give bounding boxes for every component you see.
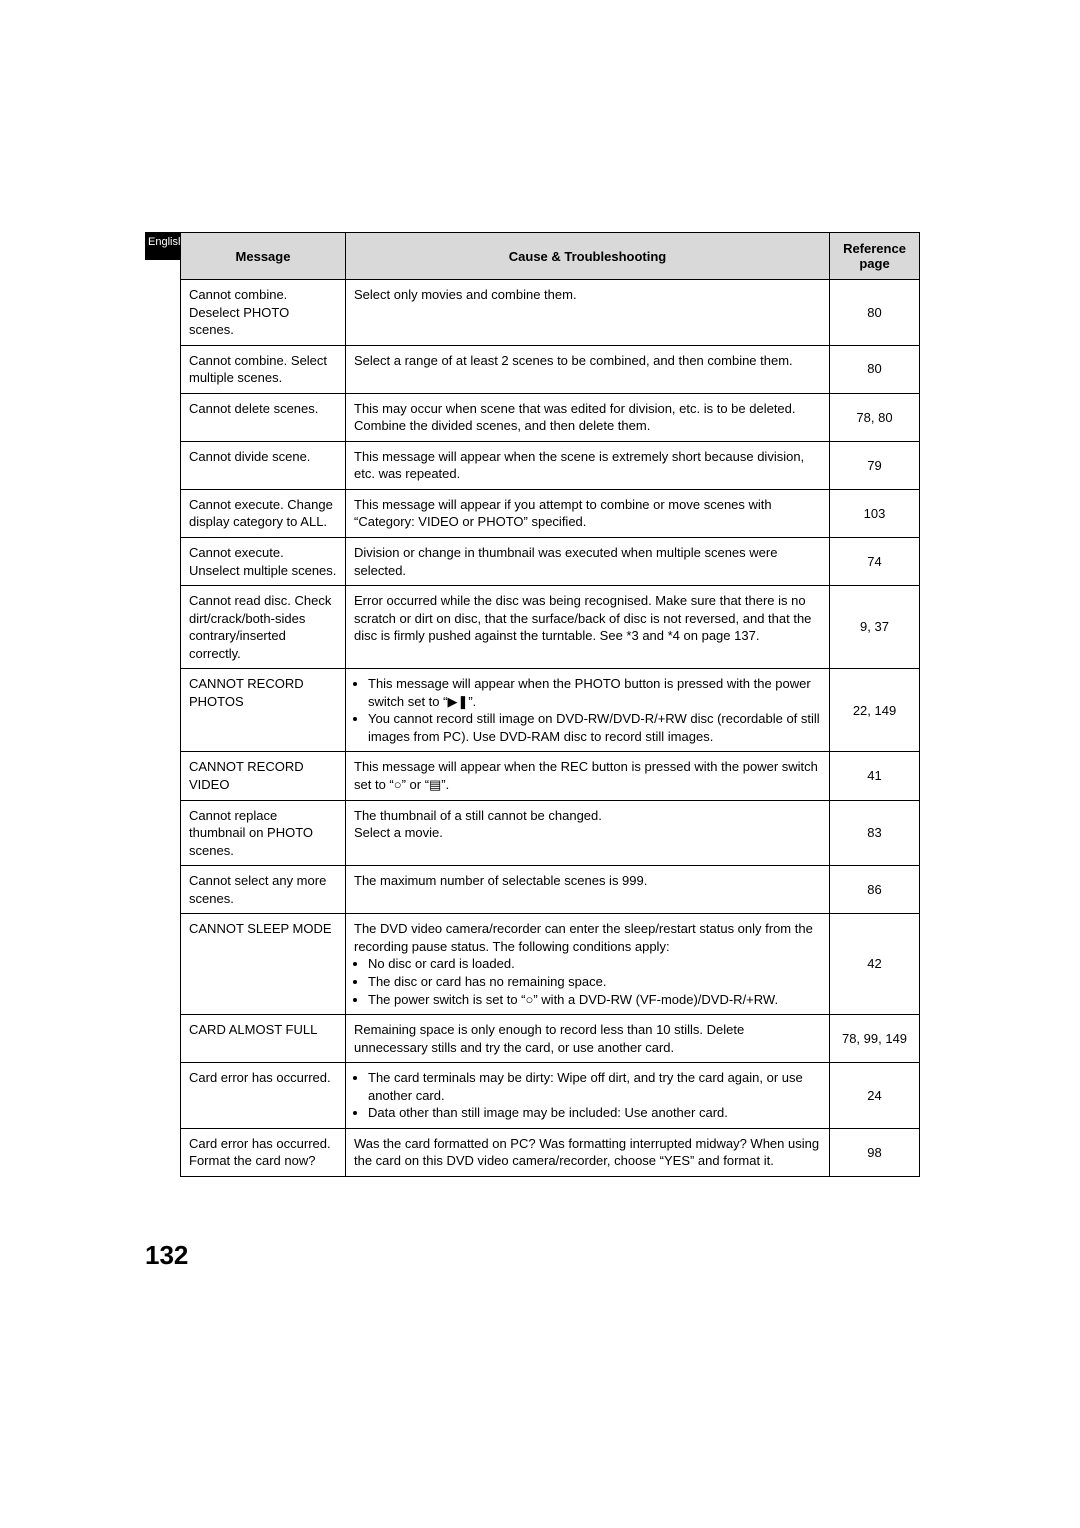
page-number: 132 (145, 1240, 188, 1271)
message-cell: Cannot execute. Unselect multiple scenes… (181, 538, 346, 586)
reference-cell: 98 (830, 1128, 920, 1176)
cause-cell: Error occurred while the disc was being … (346, 586, 830, 669)
reference-cell: 83 (830, 800, 920, 866)
reference-cell: 78, 80 (830, 393, 920, 441)
message-cell: Cannot combine. Deselect PHOTO scenes. (181, 280, 346, 346)
cause-cell: Was the card formatted on PC? Was format… (346, 1128, 830, 1176)
reference-cell: 103 (830, 489, 920, 537)
reference-cell: 78, 99, 149 (830, 1015, 920, 1063)
reference-cell: 86 (830, 866, 920, 914)
table-row: Cannot execute. Change display category … (181, 489, 920, 537)
cause-cell: Remaining space is only enough to record… (346, 1015, 830, 1063)
cause-cell: This message will appear when the scene … (346, 441, 830, 489)
cause-cell: Select only movies and combine them. (346, 280, 830, 346)
cause-cell: Division or change in thumbnail was exec… (346, 538, 830, 586)
table-row: CANNOT SLEEP MODEThe DVD video camera/re… (181, 914, 920, 1015)
table-row: CARD ALMOST FULLRemaining space is only … (181, 1015, 920, 1063)
cause-cell: This may occur when scene that was edite… (346, 393, 830, 441)
language-tab-label: English (148, 236, 184, 248)
message-cell: Cannot combine. Select multiple scenes. (181, 345, 346, 393)
troubleshooting-table-container: Message Cause & Troubleshooting Referenc… (180, 232, 920, 1177)
message-cell: Cannot read disc. Check dirt/crack/both-… (181, 586, 346, 669)
header-cause: Cause & Troubleshooting (346, 233, 830, 280)
cause-cell: The thumbnail of a still cannot be chang… (346, 800, 830, 866)
reference-cell: 74 (830, 538, 920, 586)
cause-cell: This message will appear when the PHOTO … (346, 669, 830, 752)
message-cell: CANNOT RECORD VIDEO (181, 752, 346, 800)
message-cell: Cannot divide scene. (181, 441, 346, 489)
reference-cell: 80 (830, 345, 920, 393)
cause-cell: This message will appear if you attempt … (346, 489, 830, 537)
table-row: Cannot combine. Deselect PHOTO scenes.Se… (181, 280, 920, 346)
table-row: Card error has occurred.Format the card … (181, 1128, 920, 1176)
message-cell: CANNOT RECORD PHOTOS (181, 669, 346, 752)
cause-cell: The card terminals may be dirty: Wipe of… (346, 1063, 830, 1129)
message-cell: Card error has occurred.Format the card … (181, 1128, 346, 1176)
reference-cell: 9, 37 (830, 586, 920, 669)
table-row: Card error has occurred.The card termina… (181, 1063, 920, 1129)
message-cell: Cannot replace thumbnail on PHOTO scenes… (181, 800, 346, 866)
reference-cell: 22, 149 (830, 669, 920, 752)
message-cell: CARD ALMOST FULL (181, 1015, 346, 1063)
table-row: CANNOT RECORD PHOTOSThis message will ap… (181, 669, 920, 752)
cause-cell: The DVD video camera/recorder can enter … (346, 914, 830, 1015)
message-cell: Card error has occurred. (181, 1063, 346, 1129)
troubleshooting-table: Message Cause & Troubleshooting Referenc… (180, 232, 920, 1177)
reference-cell: 79 (830, 441, 920, 489)
message-cell: Cannot delete scenes. (181, 393, 346, 441)
header-reference: Reference page (830, 233, 920, 280)
table-row: Cannot delete scenes.This may occur when… (181, 393, 920, 441)
table-row: Cannot combine. Select multiple scenes.S… (181, 345, 920, 393)
cause-cell: This message will appear when the REC bu… (346, 752, 830, 800)
table-row: Cannot execute. Unselect multiple scenes… (181, 538, 920, 586)
cause-cell: The maximum number of selectable scenes … (346, 866, 830, 914)
table-row: CANNOT RECORD VIDEOThis message will app… (181, 752, 920, 800)
cause-cell: Select a range of at least 2 scenes to b… (346, 345, 830, 393)
table-row: Cannot read disc. Check dirt/crack/both-… (181, 586, 920, 669)
reference-cell: 24 (830, 1063, 920, 1129)
reference-cell: 41 (830, 752, 920, 800)
message-cell: CANNOT SLEEP MODE (181, 914, 346, 1015)
table-row: Cannot select any more scenes.The maximu… (181, 866, 920, 914)
message-cell: Cannot select any more scenes. (181, 866, 346, 914)
header-message: Message (181, 233, 346, 280)
reference-cell: 42 (830, 914, 920, 1015)
reference-cell: 80 (830, 280, 920, 346)
message-cell: Cannot execute. Change display category … (181, 489, 346, 537)
table-row: Cannot replace thumbnail on PHOTO scenes… (181, 800, 920, 866)
table-row: Cannot divide scene.This message will ap… (181, 441, 920, 489)
